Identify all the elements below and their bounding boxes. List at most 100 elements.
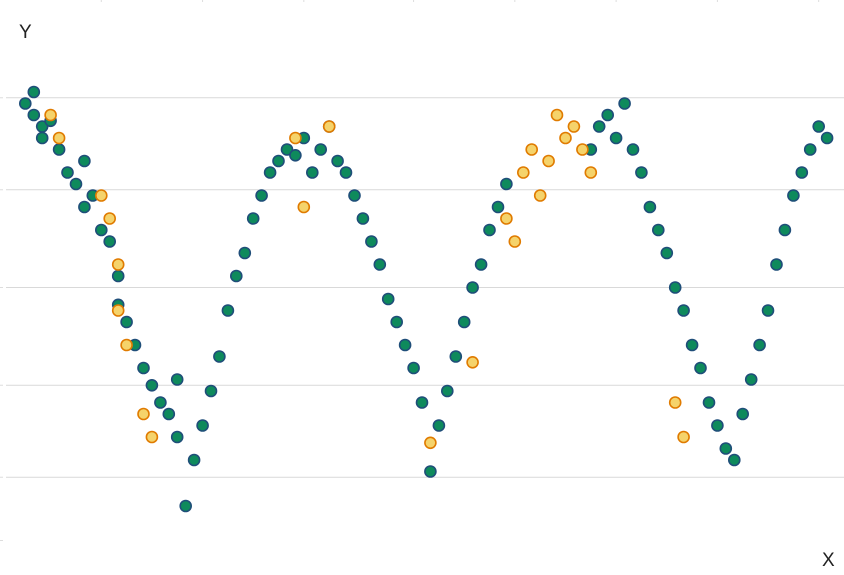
data-point-s1-19 (559, 131, 572, 145)
data-point-s0-29 (221, 304, 235, 317)
data-point-s0-35 (272, 154, 285, 168)
data-point-s0-72 (660, 246, 674, 260)
data-point-s0-58 (466, 281, 479, 294)
x-axis-label: X (822, 550, 835, 571)
data-point-s0-64 (592, 120, 606, 133)
data-point-s0-6 (52, 143, 66, 156)
data-point-s0-67 (618, 97, 631, 110)
data-point-s0-85 (770, 258, 783, 271)
data-point-s0-86 (778, 223, 792, 237)
data-point-s1-12 (500, 212, 513, 225)
data-point-s0-75 (685, 338, 699, 352)
data-point-s0-66 (609, 131, 623, 145)
data-point-s0-57 (457, 315, 471, 329)
data-point-s0-71 (651, 223, 665, 237)
data-point-s1-14 (516, 166, 530, 179)
data-point-s0-33 (255, 189, 268, 202)
data-point-s1-22 (584, 166, 598, 179)
data-point-s0-4 (35, 131, 49, 145)
series-0 (18, 85, 834, 513)
data-point-s1-24 (677, 430, 690, 444)
data-point-s0-7 (61, 166, 74, 179)
data-point-s1-9 (289, 131, 302, 145)
data-point-s0-78 (711, 419, 724, 432)
data-point-s0-88 (795, 166, 809, 179)
data-point-s0-14 (111, 269, 125, 283)
data-point-s0-36 (280, 143, 294, 156)
data-point-s0-87 (787, 189, 800, 202)
data-point-s0-2 (27, 85, 41, 99)
data-point-s0-68 (626, 143, 640, 156)
data-point-s0-9 (78, 154, 91, 168)
data-point-s1-17 (542, 154, 555, 168)
data-point-s0-53 (424, 465, 437, 478)
data-point-s0-34 (263, 166, 277, 179)
y-axis-label: Y (19, 22, 32, 43)
data-point-s1-4 (111, 258, 125, 271)
data-point-s0-91 (820, 131, 834, 145)
data-point-s0-59 (474, 258, 488, 271)
data-point-s0-30 (230, 269, 243, 283)
data-point-s0-27 (204, 384, 218, 398)
data-point-s0-80 (727, 453, 741, 467)
data-point-s0-25 (187, 453, 201, 467)
data-point-s0-70 (643, 200, 657, 214)
data-point-s0-62 (500, 177, 513, 191)
series-1 (44, 108, 690, 450)
data-point-s0-43 (339, 166, 353, 179)
data-point-s0-22 (170, 373, 184, 386)
data-point-s0-77 (702, 396, 716, 409)
data-point-s0-44 (348, 189, 361, 202)
data-point-s1-11 (322, 120, 336, 133)
data-point-s0-65 (601, 108, 615, 122)
data-point-s1-2 (95, 189, 108, 202)
data-point-s0-49 (390, 315, 404, 329)
data-point-s1-5 (111, 304, 125, 317)
data-point-s0-50 (398, 338, 412, 352)
data-point-s0-54 (432, 419, 446, 432)
data-point-s0-60 (483, 223, 496, 237)
data-point-s0-83 (753, 338, 766, 352)
data-point-s0-51 (407, 361, 420, 375)
data-point-s0-21 (162, 407, 176, 421)
data-point-s0-18 (137, 361, 150, 375)
data-point-s1-3 (103, 212, 116, 225)
data-point-s0-69 (635, 166, 648, 179)
data-point-s1-0 (44, 108, 57, 122)
data-point-s0-84 (761, 304, 775, 317)
data-point-s0-1 (27, 108, 41, 122)
data-point-s0-45 (356, 212, 370, 225)
data-point-s0-47 (373, 258, 387, 271)
data-point-s0-76 (694, 361, 707, 375)
data-point-s1-10 (297, 200, 311, 214)
data-point-s1-25 (424, 436, 437, 450)
data-point-s0-52 (415, 396, 429, 409)
data-point-s0-8 (69, 177, 83, 191)
data-point-s0-46 (365, 235, 378, 248)
data-point-s0-32 (246, 212, 260, 225)
data-points (18, 85, 834, 513)
data-point-s0-73 (668, 281, 682, 294)
data-point-s0-20 (154, 396, 167, 409)
data-point-s0-28 (213, 350, 226, 363)
data-point-s1-16 (533, 189, 547, 202)
data-point-s1-7 (137, 407, 150, 421)
data-point-s0-31 (238, 246, 252, 260)
data-point-s1-6 (120, 338, 133, 352)
data-point-s0-37 (289, 149, 302, 162)
data-point-s0-10 (78, 200, 91, 214)
data-point-s0-56 (449, 350, 463, 363)
data-point-s0-89 (803, 143, 817, 156)
data-point-s1-15 (525, 143, 539, 156)
data-point-s0-81 (736, 407, 750, 421)
data-point-s1-13 (508, 235, 522, 248)
data-point-s0-26 (196, 419, 209, 432)
data-point-s0-42 (331, 154, 344, 168)
data-point-s0-23 (170, 430, 184, 444)
data-point-s0-82 (744, 373, 758, 386)
data-point-s1-23 (668, 396, 682, 409)
data-point-s0-24 (179, 499, 192, 513)
data-point-s0-48 (381, 292, 395, 306)
data-point-s0-55 (440, 384, 454, 398)
